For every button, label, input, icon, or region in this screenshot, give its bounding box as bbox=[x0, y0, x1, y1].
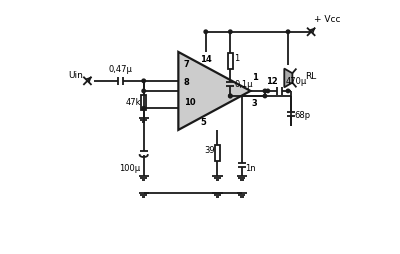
Text: 3: 3 bbox=[252, 99, 258, 108]
Circle shape bbox=[263, 89, 267, 93]
Text: 12: 12 bbox=[266, 77, 278, 86]
Text: 10: 10 bbox=[184, 98, 195, 107]
Text: 7: 7 bbox=[184, 60, 189, 69]
Text: 470μ: 470μ bbox=[285, 77, 306, 86]
Polygon shape bbox=[284, 69, 292, 87]
Circle shape bbox=[286, 89, 290, 93]
Text: 1n: 1n bbox=[245, 164, 255, 173]
Text: Uin: Uin bbox=[68, 71, 83, 80]
Text: 1: 1 bbox=[234, 54, 240, 63]
Circle shape bbox=[142, 89, 146, 93]
Bar bbox=[228, 53, 233, 69]
Text: RL: RL bbox=[305, 72, 317, 81]
Bar bbox=[141, 94, 146, 110]
Circle shape bbox=[228, 30, 232, 34]
Text: 100μ: 100μ bbox=[119, 164, 140, 173]
Polygon shape bbox=[178, 52, 250, 130]
Text: 8: 8 bbox=[184, 78, 189, 87]
Text: 0,47μ: 0,47μ bbox=[109, 66, 132, 74]
Text: 0,1μ: 0,1μ bbox=[234, 80, 253, 89]
Circle shape bbox=[266, 89, 270, 93]
Text: 14: 14 bbox=[200, 55, 212, 64]
Circle shape bbox=[263, 94, 267, 98]
Text: 1: 1 bbox=[252, 73, 258, 83]
Circle shape bbox=[142, 106, 146, 110]
Text: 47k: 47k bbox=[126, 98, 142, 107]
Circle shape bbox=[204, 30, 208, 34]
Text: 68p: 68p bbox=[294, 111, 310, 120]
Bar bbox=[215, 145, 220, 161]
Circle shape bbox=[228, 94, 232, 98]
Circle shape bbox=[228, 94, 232, 98]
Circle shape bbox=[286, 30, 290, 34]
Circle shape bbox=[142, 79, 146, 83]
Text: 5: 5 bbox=[200, 118, 206, 127]
Text: 39: 39 bbox=[204, 146, 215, 155]
Text: + Vcc: + Vcc bbox=[314, 15, 340, 24]
